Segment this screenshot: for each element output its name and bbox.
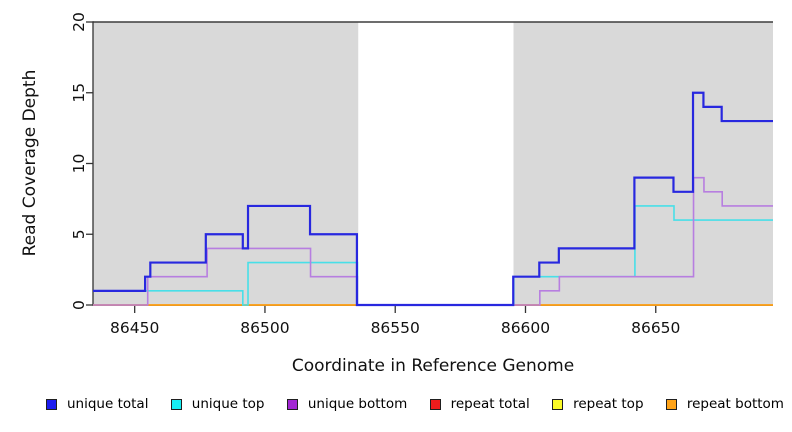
x-tick-label: 86550 — [371, 319, 420, 337]
x-tick-label: 86650 — [631, 319, 680, 337]
legend-swatch-unique-top — [170, 398, 182, 410]
y-tick-label: 0 — [70, 300, 88, 310]
series-line-unique-bottom — [93, 176, 773, 306]
coverage-plot: 0 5 10 15 20 86450 86500 86550 86600 86650 — [70, 12, 773, 337]
x-tick-label: 86450 — [110, 319, 159, 337]
legend-item-repeat-top: repeat top — [552, 396, 644, 412]
legend-item-repeat-bottom: repeat bottom — [665, 396, 784, 412]
shaded-coverage-region — [513, 22, 773, 305]
y-tick-label: 15 — [70, 83, 88, 103]
legend-swatch-unique-total — [46, 398, 57, 410]
shaded-coverage-region — [93, 22, 359, 305]
y-tick-label: 10 — [70, 154, 88, 174]
legend-label: repeat total — [450, 396, 530, 412]
y-tick-label: 20 — [70, 12, 88, 32]
legend-item-unique-top: unique top — [170, 396, 265, 412]
legend-item-unique-bottom: unique bottom — [286, 396, 408, 412]
legend-label: unique bottom — [307, 396, 408, 412]
legend-item-repeat-total: repeat total — [429, 396, 530, 412]
legend-item-unique-total: unique total — [46, 396, 148, 412]
legend-label: unique total — [67, 396, 149, 412]
legend-label: repeat bottom — [686, 396, 784, 412]
legend-swatch-repeat-bottom — [665, 398, 677, 410]
y-axis-title: Read Coverage Depth — [20, 69, 40, 257]
legend-swatch-repeat-total — [429, 398, 441, 410]
y-tick-label: 5 — [70, 229, 88, 239]
series-line-unique-total — [93, 91, 773, 307]
legend-swatch-repeat-top — [552, 398, 564, 410]
legend-swatch-unique-bottom — [286, 398, 298, 410]
legend-label: unique top — [191, 396, 265, 412]
x-axis-title: Coordinate in Reference Genome — [291, 356, 575, 376]
x-tick-label: 86600 — [501, 319, 550, 337]
legend: unique total unique top unique bottom repea… — [46, 396, 784, 412]
x-tick-label: 86500 — [240, 319, 289, 337]
legend-label: repeat top — [573, 396, 644, 412]
